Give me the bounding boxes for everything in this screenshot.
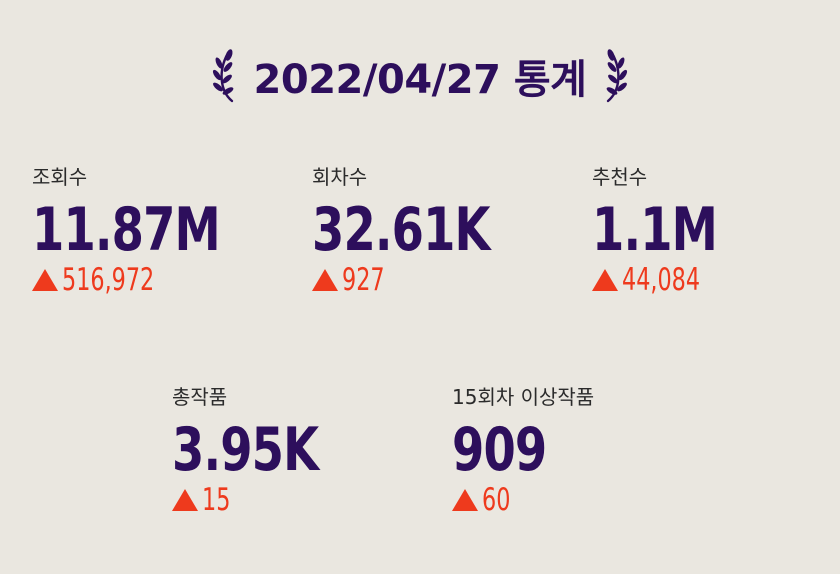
stat-recommendations: 추천수 1.1M 44,084 (592, 163, 840, 297)
stat-value: 3.95K (172, 415, 319, 485)
title-row: 2022/04/27 통계 (0, 44, 840, 108)
laurel-right-icon (607, 49, 628, 103)
stat-delta-value: 44,084 (622, 262, 701, 298)
stat-episodes: 회차수 32.61K 927 (312, 163, 572, 297)
stat-value: 1.1M (592, 195, 718, 265)
stat-label: 회차수 (312, 165, 368, 189)
page-title: 2022/04/27 통계 (253, 57, 587, 103)
stat-value: 32.61K (312, 195, 491, 265)
increase-arrow-icon (172, 489, 198, 511)
stat-delta-value: 15 (202, 482, 231, 518)
increase-arrow-icon (452, 489, 478, 511)
stat-delta-value: 927 (342, 262, 385, 298)
increase-arrow-icon (592, 269, 618, 291)
stat-label: 추천수 (592, 165, 648, 189)
increase-arrow-icon (312, 269, 338, 291)
stat-label: 총작품 (172, 385, 228, 409)
increase-arrow-icon (32, 269, 58, 291)
stat-works-15-plus-episodes: 15회차 이상작품 909 60 (452, 383, 712, 517)
stat-total-works: 총작품 3.95K 15 (172, 383, 432, 517)
stat-delta-value: 60 (482, 482, 511, 518)
stat-delta: 15 (172, 483, 432, 517)
stat-views: 조회수 11.87M 516,972 (32, 163, 292, 297)
stat-delta: 60 (452, 483, 712, 517)
laurel-left-icon (212, 49, 233, 103)
stat-delta: 516,972 (32, 263, 292, 297)
stat-delta-value: 516,972 (62, 262, 155, 298)
stat-value: 909 (452, 415, 547, 485)
stat-delta: 927 (312, 263, 572, 297)
stat-label: 조회수 (32, 165, 88, 189)
stat-label: 15회차 이상작품 (452, 385, 595, 409)
stat-delta: 44,084 (592, 263, 840, 297)
stat-value: 11.87M (32, 195, 221, 265)
